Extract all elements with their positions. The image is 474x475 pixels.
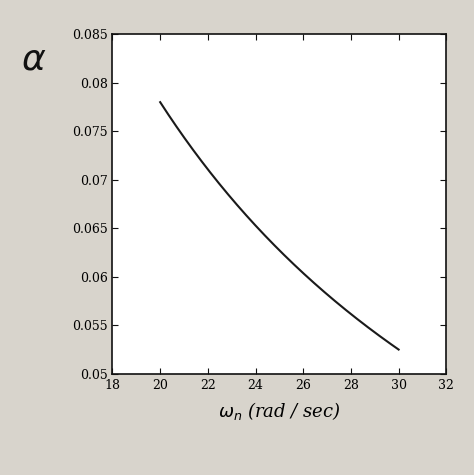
X-axis label: $\omega_{n}$ (rad / sec): $\omega_{n}$ (rad / sec) — [218, 400, 341, 422]
Text: $\alpha$: $\alpha$ — [21, 43, 46, 77]
